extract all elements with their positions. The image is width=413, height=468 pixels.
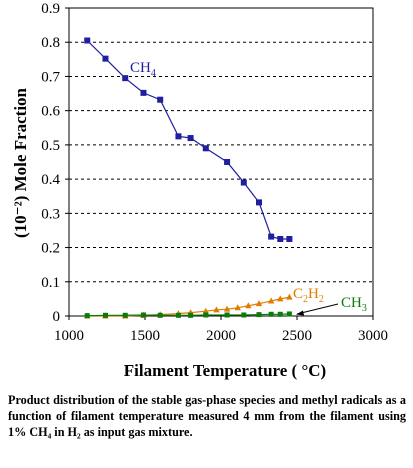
y-tick-label-5: 0.5 bbox=[41, 138, 60, 154]
point-ch3-1 bbox=[102, 312, 108, 318]
point-ch3-2 bbox=[122, 312, 128, 318]
point-c2h2-14 bbox=[277, 295, 284, 302]
c2h2-label-text: C bbox=[293, 286, 303, 302]
point-ch3-10 bbox=[256, 312, 262, 318]
point-ch4-6 bbox=[187, 135, 194, 142]
point-ch4-9 bbox=[240, 179, 247, 186]
point-ch4-2 bbox=[122, 75, 129, 82]
y-tick-label-2: 0.2 bbox=[41, 241, 60, 257]
y-axis-label: (10⁻²) Mole Fraction bbox=[11, 87, 30, 238]
point-ch3-11 bbox=[268, 311, 274, 317]
series-ch4 bbox=[84, 37, 293, 242]
point-ch4-4 bbox=[157, 96, 164, 103]
series-label-ch3: CH3 bbox=[296, 295, 367, 316]
x-tick-label-2: 2000 bbox=[206, 328, 236, 344]
gridlines bbox=[69, 7, 373, 283]
point-ch3-7 bbox=[203, 312, 209, 318]
point-c2h2-13 bbox=[267, 297, 275, 304]
ch4-label-text: CH bbox=[130, 60, 151, 76]
point-ch3-12 bbox=[277, 311, 283, 317]
series-line-ch4 bbox=[86, 40, 290, 240]
plot-frame bbox=[68, 7, 374, 317]
point-ch3-13 bbox=[286, 311, 292, 317]
figure-caption: Product distribution of the stable gas-p… bbox=[8, 393, 406, 439]
svg-text:C2H2: C2H2 bbox=[293, 286, 324, 305]
y-tick-label-8: 0.8 bbox=[41, 35, 60, 51]
point-ch4-8 bbox=[224, 159, 231, 165]
svg-text:CH3: CH3 bbox=[341, 295, 367, 314]
tick-labels: 0 0.1 0.2 0.3 0.4 0.5 0.6 0.7 0.8 0.9 1000 1500 2000… bbox=[41, 1, 388, 344]
x-tick-label-0: 1000 bbox=[54, 328, 84, 344]
c2h2-label-sub1: 2 bbox=[303, 294, 308, 305]
series-label-c2h2: C2H2 bbox=[293, 286, 324, 305]
ch3-label-sub: 3 bbox=[362, 303, 367, 314]
point-ch4-10 bbox=[256, 199, 262, 206]
x-tick-label-3: 2500 bbox=[282, 328, 312, 344]
point-c2h2-10 bbox=[234, 304, 241, 311]
point-ch4-5 bbox=[175, 133, 182, 140]
point-ch3-0 bbox=[84, 313, 90, 319]
point-ch3-6 bbox=[188, 312, 194, 318]
svg-text:CH4: CH4 bbox=[130, 60, 156, 79]
point-ch3-9 bbox=[241, 312, 247, 318]
point-c2h2-12 bbox=[255, 300, 263, 307]
x-tick-label-1: 1500 bbox=[130, 328, 160, 344]
ch3-leader-line bbox=[296, 303, 339, 315]
chart: 0 0.1 0.2 0.3 0.4 0.5 0.6 0.7 0.8 0.9 1000 1500 2000… bbox=[11, 1, 388, 380]
point-c2h2-8 bbox=[213, 306, 220, 313]
x-tick-label-4: 3000 bbox=[358, 328, 388, 344]
ch3-leader-arrow bbox=[296, 310, 304, 316]
point-ch4-13 bbox=[286, 236, 293, 242]
point-ch4-7 bbox=[202, 145, 209, 152]
y-tick-label-7: 0.7 bbox=[41, 69, 60, 85]
point-ch4-1 bbox=[102, 55, 109, 62]
y-tick-label-3: 0.3 bbox=[41, 206, 60, 222]
y-tick-label-0: 0 bbox=[53, 309, 61, 325]
y-tick-label-6: 0.6 bbox=[41, 104, 60, 120]
series-ch3 bbox=[84, 311, 292, 319]
point-c2h2-15 bbox=[286, 293, 293, 300]
point-ch3-8 bbox=[224, 312, 230, 318]
point-ch4-12 bbox=[277, 236, 284, 242]
y-tick-label-1: 0.1 bbox=[41, 275, 60, 291]
c2h2-label-sub2: 2 bbox=[319, 294, 324, 305]
point-ch4-11 bbox=[268, 233, 275, 240]
point-c2h2-7 bbox=[202, 307, 209, 314]
ch3-label-text: CH bbox=[341, 295, 362, 311]
point-ch4-0 bbox=[84, 37, 91, 44]
x-axis-label: Filament Temperature ( °C) bbox=[124, 361, 326, 380]
y-tick-label-9: 0.9 bbox=[41, 1, 60, 17]
point-c2h2-9 bbox=[223, 305, 231, 312]
point-ch3-4 bbox=[157, 312, 163, 318]
point-ch3-5 bbox=[175, 312, 181, 318]
series-label-ch4: CH4 bbox=[130, 60, 156, 79]
plot-series bbox=[84, 37, 293, 319]
ch4-label-sub: 4 bbox=[151, 68, 156, 79]
point-ch4-3 bbox=[140, 89, 147, 96]
y-tick-label-4: 0.4 bbox=[41, 172, 60, 188]
point-ch3-3 bbox=[140, 312, 146, 318]
c2h2-label-mid: H bbox=[308, 286, 319, 302]
axes bbox=[65, 7, 374, 320]
point-c2h2-11 bbox=[245, 302, 252, 309]
